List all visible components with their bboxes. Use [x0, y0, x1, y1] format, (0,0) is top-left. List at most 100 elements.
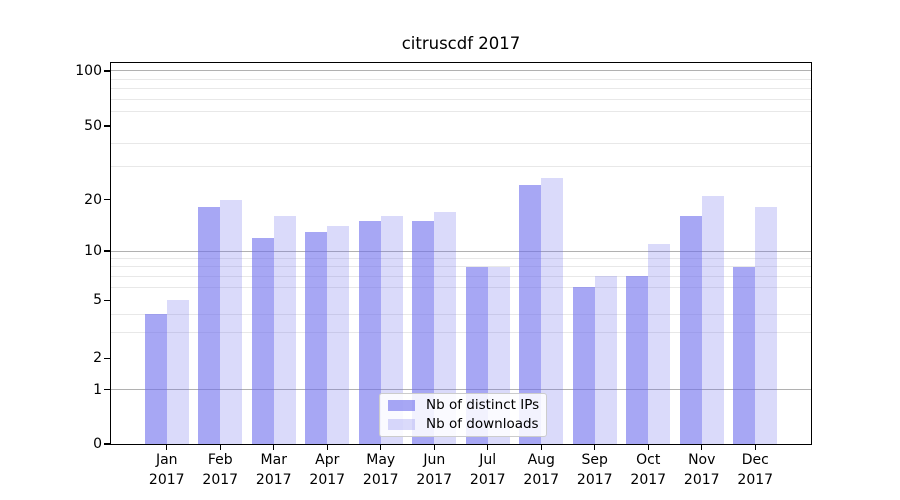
bar-distinct-ips-may	[358, 221, 381, 444]
legend-row-distinct-ips: Nb of distinct IPs	[388, 397, 540, 414]
x-tick-mark-sep	[594, 444, 596, 450]
bar-downloads-jun	[434, 212, 457, 444]
y-gridline-major-10	[111, 250, 811, 252]
y-gridline-minor-60	[111, 110, 811, 112]
y-gridline-minor-30	[111, 166, 811, 168]
bar-group-nov-2017	[675, 63, 729, 444]
x-tick-mark-nov	[701, 444, 703, 450]
x-tick-label-jun: Jun 2017	[416, 452, 453, 488]
chart-title: citruscdf 2017	[401, 34, 521, 53]
y-gridline-minor-80	[111, 88, 811, 90]
y-gridline-minor-3	[111, 332, 811, 334]
x-tick-label-oct: Oct 2017	[630, 452, 667, 488]
bar-downloads-sep	[594, 276, 617, 444]
bar-distinct-ips-jun	[412, 221, 435, 444]
bar-downloads-dec	[755, 207, 778, 444]
x-tick-mark-dec	[754, 444, 756, 450]
legend-swatch-distinct-ips	[388, 400, 415, 412]
bar-group-jun-2017	[408, 63, 462, 444]
bar-downloads-jan	[166, 300, 189, 444]
y-tick-mark-100	[104, 70, 110, 72]
bar-downloads-apr	[327, 226, 350, 444]
y-tick-label-2: 2	[93, 350, 102, 367]
x-tick-mark-may	[380, 444, 382, 450]
x-tick-mark-jan	[166, 444, 168, 450]
y-tick-mark-10	[104, 250, 110, 252]
plot-area: Nb of distinct IPs Nb of downloads	[110, 62, 812, 445]
bar-distinct-ips-sep	[572, 287, 595, 444]
y-gridline-minor-6	[111, 286, 811, 288]
y-tick-mark-1	[104, 389, 110, 391]
x-tick-label-aug: Aug 2017	[523, 452, 560, 488]
bar-distinct-ips-oct	[626, 276, 649, 444]
x-tick-mark-jun	[433, 444, 435, 450]
bar-downloads-aug	[541, 178, 564, 444]
legend-swatch-downloads	[388, 418, 415, 430]
bar-group-feb-2017	[194, 63, 248, 444]
bar-group-jul-2017	[461, 63, 515, 444]
x-tick-label-sep: Sep 2017	[576, 452, 613, 488]
bar-group-aug-2017	[515, 63, 569, 444]
y-gridline-minor-8	[111, 266, 811, 268]
x-tick-mark-jul	[487, 444, 489, 450]
bar-downloads-mar	[273, 216, 296, 444]
bar-distinct-ips-feb	[198, 207, 221, 444]
bar-downloads-feb	[220, 200, 243, 444]
y-tick-label-10: 10	[84, 243, 102, 260]
y-gridline-minor-90	[111, 78, 811, 80]
y-tick-label-20: 20	[84, 191, 102, 208]
x-tick-label-may: May 2017	[362, 452, 399, 488]
x-tick-label-jan: Jan 2017	[148, 452, 185, 488]
y-gridline-major-1	[111, 389, 811, 391]
bar-distinct-ips-dec	[733, 267, 756, 444]
x-tick-mark-feb	[219, 444, 221, 450]
x-tick-label-feb: Feb 2017	[202, 452, 239, 488]
bar-group-oct-2017	[622, 63, 676, 444]
bar-downloads-oct	[648, 244, 671, 444]
x-tick-mark-apr	[326, 444, 328, 450]
y-gridline-minor-70	[111, 98, 811, 100]
y-tick-mark-5	[104, 299, 110, 302]
bar-downloads-may	[380, 216, 403, 444]
bars-layer	[111, 63, 811, 444]
y-tick-label-1: 1	[93, 381, 102, 398]
y-tick-mark-2	[104, 357, 110, 359]
y-tick-label-5: 5	[93, 292, 102, 309]
x-tick-label-nov: Nov 2017	[683, 452, 720, 488]
y-tick-mark-0	[104, 443, 110, 445]
bar-distinct-ips-mar	[251, 238, 274, 444]
x-tick-label-jul: Jul 2017	[469, 452, 506, 488]
x-tick-mark-mar	[273, 444, 275, 450]
y-gridline-minor-4	[111, 313, 811, 315]
legend-label-downloads: Nb of downloads	[426, 415, 539, 432]
y-gridline-major-100	[111, 70, 811, 72]
y-tick-mark-50	[104, 125, 110, 127]
bar-group-may-2017	[354, 63, 408, 444]
bar-group-apr-2017	[301, 63, 355, 444]
bar-distinct-ips-apr	[305, 232, 328, 444]
bar-distinct-ips-jan	[144, 314, 167, 444]
bar-downloads-nov	[701, 196, 724, 444]
x-tick-mark-oct	[647, 444, 649, 450]
x-tick-label-mar: Mar 2017	[255, 452, 292, 488]
legend-label-distinct-ips: Nb of distinct IPs	[426, 397, 540, 414]
y-tick-label-0: 0	[93, 436, 102, 452]
y-gridline-minor-9	[111, 258, 811, 260]
x-tick-mark-aug	[540, 444, 542, 450]
y-tick-label-100: 100	[75, 62, 102, 79]
y-tick-label-50: 50	[84, 117, 102, 134]
x-tick-label-apr: Apr 2017	[309, 452, 346, 488]
bar-group-mar-2017	[247, 63, 301, 444]
bar-group-sep-2017	[568, 63, 622, 444]
bar-distinct-ips-aug	[519, 185, 542, 444]
legend: Nb of distinct IPs Nb of downloads	[379, 393, 547, 437]
x-tick-label-dec: Dec 2017	[737, 452, 774, 488]
y-gridline-minor-40	[111, 143, 811, 145]
y-gridline-minor-7	[111, 275, 811, 277]
grid-layer	[111, 63, 811, 444]
bar-distinct-ips-nov	[679, 216, 702, 444]
legend-row-downloads: Nb of downloads	[388, 415, 539, 433]
bar-group-jan-2017	[140, 63, 194, 444]
y-tick-mark-20	[104, 199, 110, 201]
